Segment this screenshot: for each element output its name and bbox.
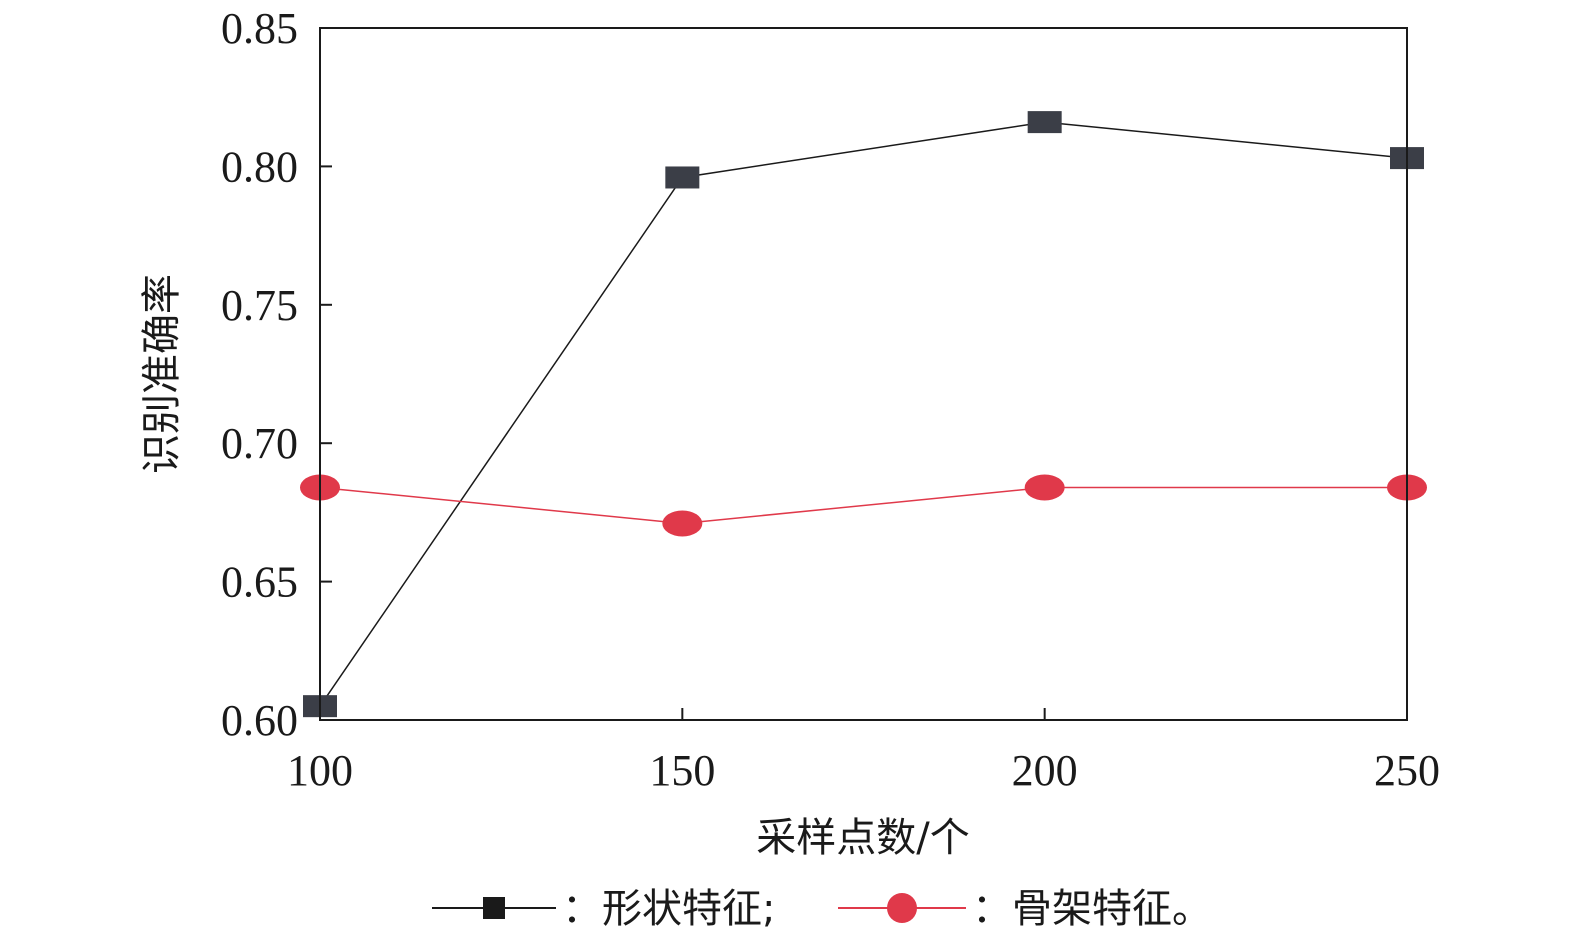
legend-marker-1 [483,897,505,919]
series-1-point-200 [1027,111,1062,134]
y-axis-title: 识别准确率 [139,274,185,474]
x-tick-label-250: 250 [1374,746,1440,795]
series-2-point-200 [1024,474,1065,501]
y-tick-label-0.85: 0.85 [221,4,298,53]
y-tick-label-0.80: 0.80 [221,142,298,191]
legend-marker-2 [887,893,917,923]
x-tick-label-100: 100 [287,746,353,795]
legend-label-2: 骨架特征。 [1012,886,1212,932]
legend-separator-2: ： [972,886,1012,932]
series-1-line [319,121,1408,707]
y-tick-label-0.60: 0.60 [221,696,298,745]
legend-separator-1: ： [562,886,602,932]
series-2-point-150 [662,510,703,537]
series-1-point-150 [665,166,700,189]
x-axis-title: 采样点数/个 [756,815,969,861]
y-tick-label-0.65: 0.65 [221,558,298,607]
legend: ：形状特征;：骨架特征。 [432,886,1212,932]
x-tick-label-150: 150 [649,746,715,795]
x-tick-label-200: 200 [1012,746,1078,795]
legend-label-1: 形状特征; [602,886,775,932]
plot-frame [319,27,1408,721]
series-2 [300,474,1427,537]
series-2-line [319,486,1407,525]
y-tick-label-0.75: 0.75 [221,281,298,330]
series-1 [303,111,1424,718]
y-tick-label-0.70: 0.70 [221,419,298,468]
